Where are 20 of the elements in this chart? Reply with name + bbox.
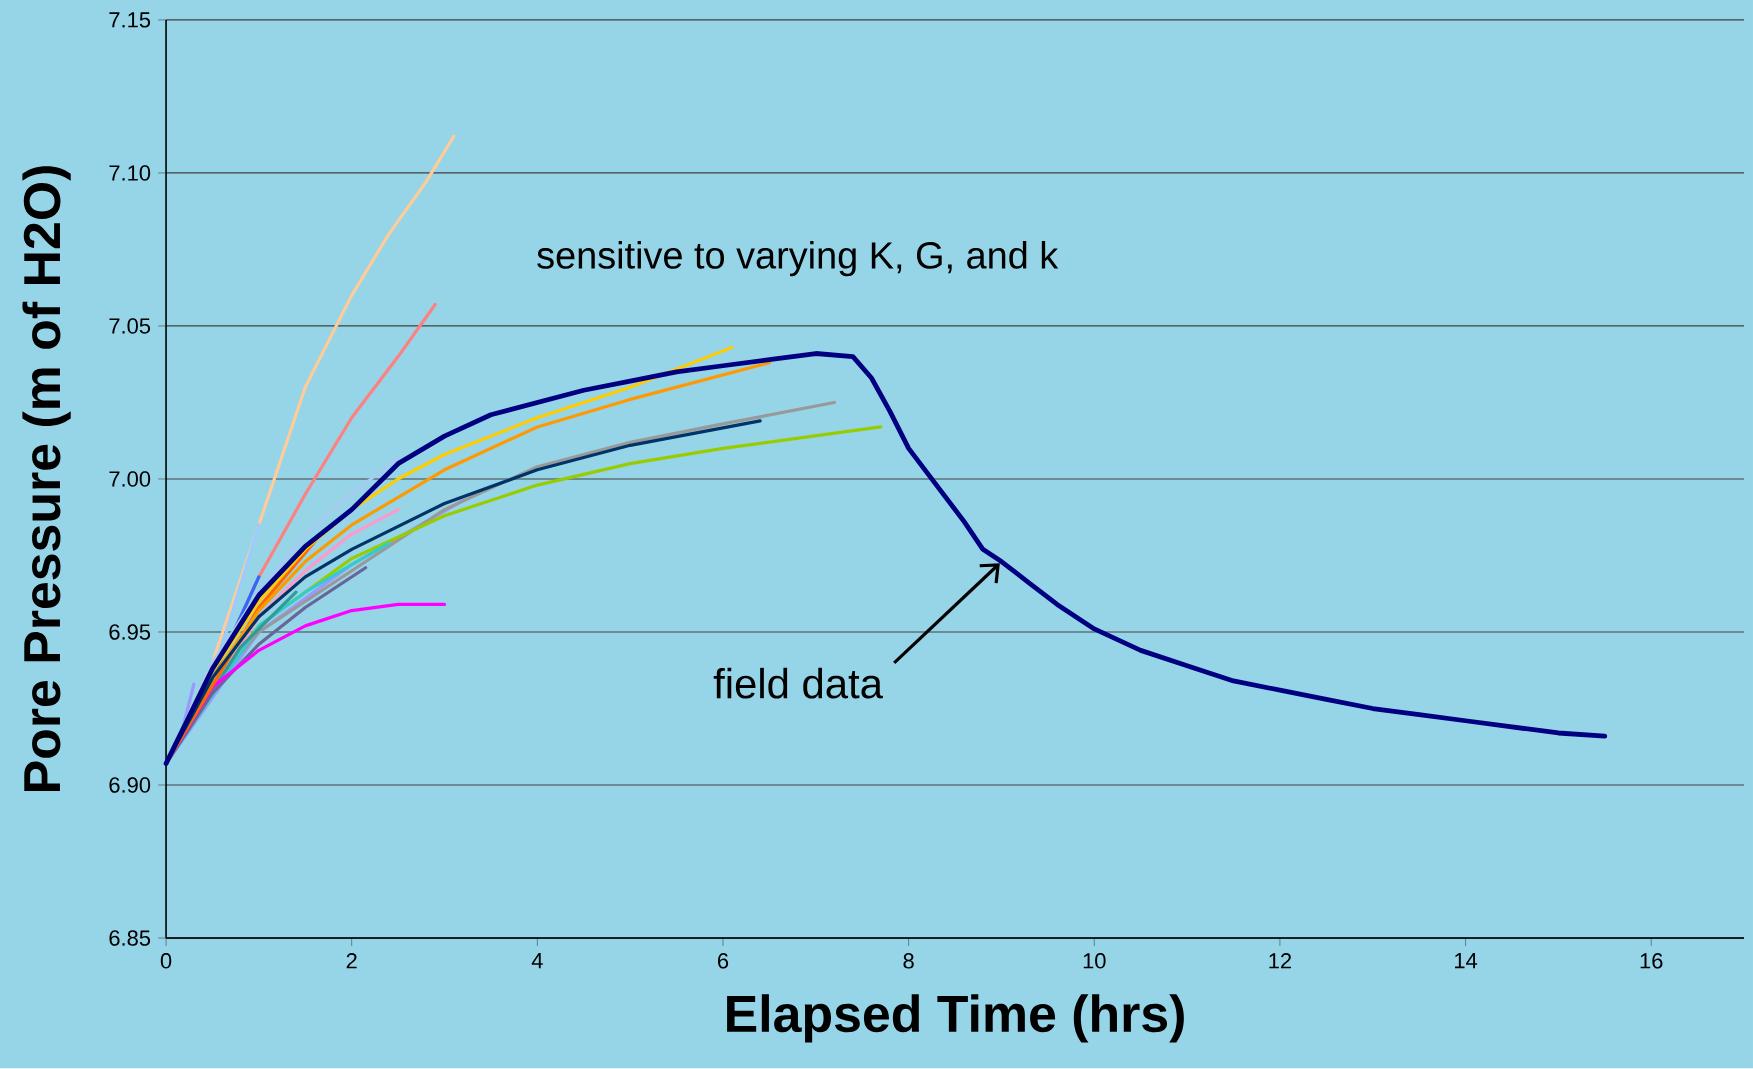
annotation: sensitive to varying K, G, and k xyxy=(537,241,1059,277)
x-tick-label: 16 xyxy=(1640,953,1663,969)
x-tick-label: 4 xyxy=(531,953,543,969)
y-tick-label: 6.85 xyxy=(109,930,151,946)
x-tick-label: 12 xyxy=(1269,953,1292,969)
y-tick-label: 7.10 xyxy=(109,165,151,181)
annotation: field data xyxy=(713,668,883,699)
x-axis-title: Elapsed Time (hrs) xyxy=(727,994,1184,1043)
y-tick-label: 7.15 xyxy=(109,12,151,28)
x-tick-label: 2 xyxy=(346,953,357,969)
y-tick-label: 7.05 xyxy=(109,318,151,334)
x-tick-label: 8 xyxy=(903,953,914,969)
y-tick-label: 7.00 xyxy=(109,471,151,487)
x-tick-label: 6 xyxy=(718,953,729,969)
y-tick-label: 6.90 xyxy=(109,777,151,793)
y-axis-title: Pore Pressure (m of H2O) xyxy=(22,166,71,792)
x-tick-label: 0 xyxy=(160,953,172,969)
x-tick-label: 10 xyxy=(1083,953,1106,969)
y-tick-label: 6.95 xyxy=(109,624,151,640)
x-tick-label: 14 xyxy=(1455,953,1478,969)
